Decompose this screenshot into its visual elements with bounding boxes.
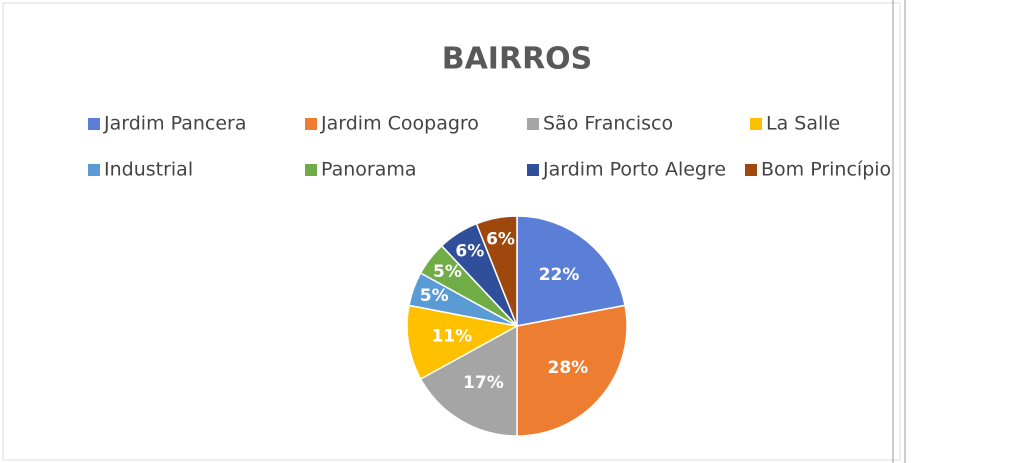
data-label: 6%	[486, 230, 515, 250]
data-label: 5%	[420, 286, 449, 306]
legend-label: São Francisco	[543, 113, 673, 135]
legend-swatch	[527, 118, 539, 130]
legend-swatch	[745, 164, 757, 176]
legend-label: Jardim Coopagro	[320, 113, 479, 135]
legend-swatch	[88, 164, 100, 176]
legend-label: Bom Princípio	[761, 159, 891, 181]
legend-label: Panorama	[321, 159, 417, 181]
legend-swatch	[305, 118, 317, 130]
data-label: 6%	[455, 242, 484, 262]
pie-slice	[406, 304, 520, 381]
pie-slice	[516, 215, 626, 327]
pie-slice	[475, 215, 518, 327]
pie-slice	[419, 324, 518, 437]
data-label: 22%	[539, 265, 580, 285]
legend-swatch	[305, 164, 317, 176]
legend-swatch	[88, 118, 100, 130]
data-label: 5%	[433, 262, 462, 282]
pie-slice	[516, 304, 628, 437]
legend-label: Jardim Porto Alegre	[542, 159, 726, 181]
legend-label: Industrial	[104, 159, 193, 181]
data-label: 17%	[463, 373, 504, 393]
data-label: 11%	[431, 326, 472, 346]
legend-label: La Salle	[766, 113, 840, 135]
chart-title: BAIRROS	[442, 42, 593, 77]
data-label: 28%	[548, 358, 589, 378]
legend-swatch	[750, 118, 762, 130]
legend-label: Jardim Pancera	[103, 113, 247, 135]
legend-swatch	[527, 164, 539, 176]
